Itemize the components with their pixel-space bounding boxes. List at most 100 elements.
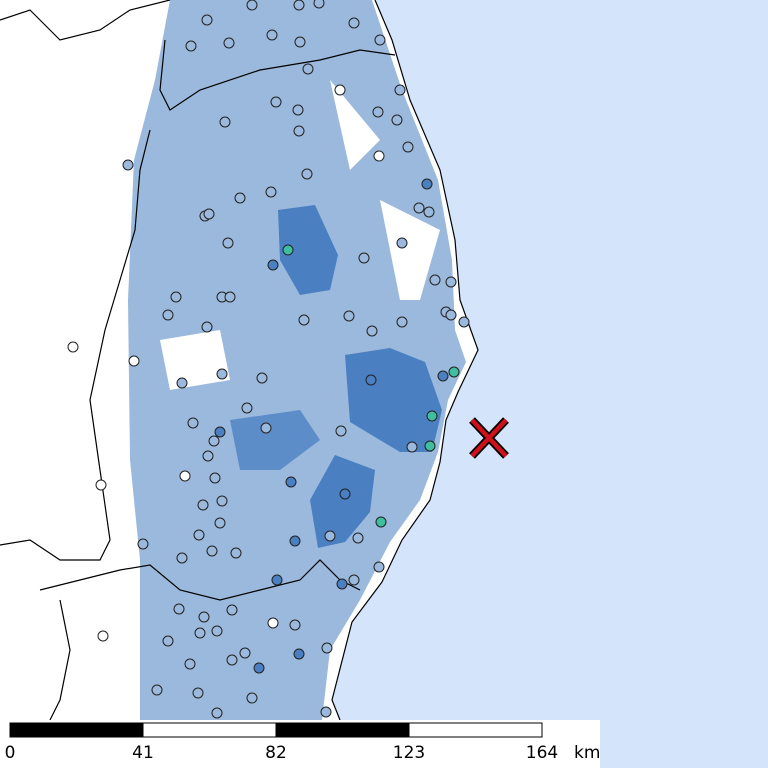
station	[423, 206, 435, 218]
station	[216, 368, 228, 380]
station	[223, 37, 235, 49]
scale-bar: 0 41 82 123 164	[5, 722, 558, 763]
station	[214, 517, 226, 529]
borders	[0, 0, 479, 721]
prefecture-border	[159, 39, 396, 111]
station	[302, 63, 314, 75]
station	[162, 309, 174, 321]
station	[293, 0, 305, 11]
station	[137, 538, 149, 550]
station	[335, 425, 347, 437]
station	[324, 530, 336, 542]
station	[313, 0, 325, 9]
station	[201, 321, 213, 333]
station	[265, 186, 277, 198]
intensity-area-dark	[310, 455, 375, 548]
scale-segment	[142, 722, 277, 738]
station	[253, 662, 265, 674]
station	[206, 545, 218, 557]
station	[256, 372, 268, 384]
station	[402, 141, 414, 153]
station	[239, 647, 251, 659]
scale-label: 0	[5, 743, 16, 763]
station	[292, 104, 304, 116]
station	[445, 276, 457, 288]
station	[230, 547, 242, 559]
station	[334, 84, 346, 96]
station	[187, 417, 199, 429]
scale-segment	[275, 722, 410, 738]
station	[128, 355, 140, 367]
station	[343, 310, 355, 322]
station	[192, 687, 204, 699]
station	[219, 116, 231, 128]
station	[266, 29, 278, 41]
station	[421, 178, 433, 190]
station	[162, 635, 174, 647]
station	[211, 625, 223, 637]
station	[391, 114, 403, 126]
station	[179, 470, 191, 482]
station	[339, 488, 351, 500]
station	[122, 159, 134, 171]
station	[260, 422, 272, 434]
station	[198, 611, 210, 623]
station	[173, 603, 185, 615]
intensity-area-dark	[278, 205, 338, 295]
scale-label: 82	[265, 743, 287, 763]
station	[301, 168, 313, 180]
station	[208, 435, 220, 447]
station	[224, 291, 236, 303]
station	[374, 34, 386, 46]
prefecture-border	[49, 599, 71, 721]
station	[458, 316, 470, 328]
station	[336, 578, 348, 590]
station	[226, 654, 238, 666]
station	[197, 499, 209, 511]
scale-unit: km	[574, 743, 600, 763]
station	[396, 237, 408, 249]
station	[298, 314, 310, 326]
station	[271, 574, 283, 586]
station	[321, 642, 333, 654]
station	[170, 291, 182, 303]
station	[282, 244, 294, 256]
station	[234, 192, 246, 204]
scale-segment	[408, 722, 543, 738]
station	[429, 274, 441, 286]
station	[348, 17, 360, 29]
prefecture-border	[39, 559, 361, 601]
station	[209, 472, 221, 484]
station	[294, 36, 306, 48]
station	[176, 552, 188, 564]
station	[289, 619, 301, 631]
epicenter	[469, 417, 509, 459]
station	[211, 707, 223, 719]
station	[270, 96, 282, 108]
station	[176, 377, 188, 389]
station	[97, 630, 109, 642]
station	[426, 410, 438, 422]
station	[394, 84, 406, 96]
station	[246, 0, 258, 11]
coast	[331, 0, 479, 721]
station	[320, 706, 332, 718]
station	[358, 252, 370, 264]
station	[289, 535, 301, 547]
scale-segment	[9, 722, 144, 738]
epicenter-mark	[470, 418, 508, 458]
station	[375, 516, 387, 528]
station	[216, 495, 228, 507]
intensity-area-light	[128, 0, 466, 720]
station	[373, 561, 385, 573]
stations	[67, 0, 470, 719]
station	[448, 366, 460, 378]
station	[185, 40, 197, 52]
station	[373, 150, 385, 162]
white-gap	[160, 80, 440, 390]
station	[202, 450, 214, 462]
intensity-area-dark	[230, 410, 320, 470]
prefecture-border	[0, 0, 171, 41]
station	[348, 574, 360, 586]
